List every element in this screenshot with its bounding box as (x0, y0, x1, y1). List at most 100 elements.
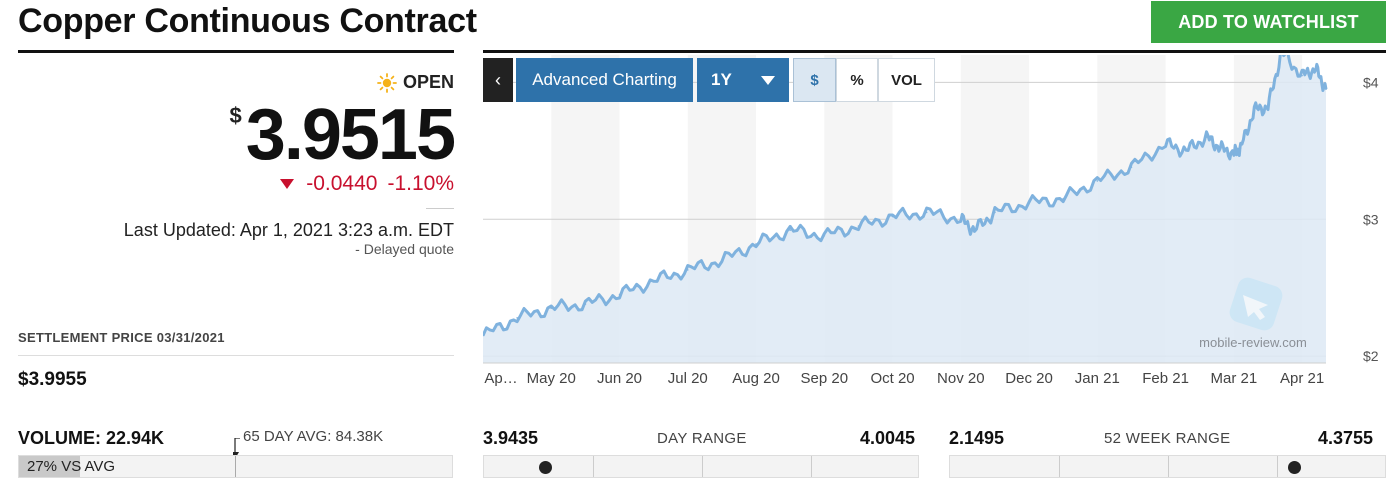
data-point (618, 293, 621, 296)
down-arrow-icon (280, 179, 295, 189)
price-block: $ 3.9515 (229, 95, 456, 175)
x-tick-label: Sep 20 (801, 370, 849, 387)
status-label: OPEN (402, 72, 454, 92)
y-tick-label: $4 (1363, 74, 1379, 90)
volume-vs-average: 27% VS AVG (27, 458, 116, 475)
week52-range-marker (1287, 461, 1301, 474)
data-point (1164, 143, 1167, 145)
data-point (1185, 150, 1187, 152)
data-point (686, 269, 689, 271)
data-point (1314, 67, 1317, 70)
range-tick (1059, 456, 1060, 477)
y-tick-label: $2 (1363, 348, 1379, 364)
data-point (1239, 147, 1242, 149)
data-point (1205, 136, 1208, 138)
data-point (1219, 147, 1221, 149)
delayed-quote-note: - Delayed quote (355, 241, 454, 257)
change-value: -0.0440 (306, 172, 378, 195)
currency-symbol: $ (229, 103, 242, 128)
x-tick-label: Mar 21 (1211, 370, 1258, 387)
data-point (925, 211, 928, 214)
volume-bar: 27% VS AVG (18, 455, 453, 478)
x-tick-label: Jul 20 (668, 370, 708, 387)
change-percent: -1.10% (387, 172, 454, 195)
time-range-dropdown[interactable]: 1Y (697, 58, 789, 102)
chart-back-button[interactable]: ‹ (483, 58, 513, 102)
volume-label: VOLUME: 22.94K (18, 428, 165, 448)
range-tick (1277, 456, 1278, 477)
time-range-value: 1Y (711, 70, 732, 89)
x-tick-label: Jan 21 (1075, 370, 1120, 387)
x-tick-label: Nov 20 (937, 370, 985, 387)
data-point (755, 243, 757, 245)
dollar-scale-toggle[interactable]: $ (793, 58, 836, 102)
price-change: -0.0440 -1.10% (280, 172, 454, 196)
data-point (1233, 152, 1235, 155)
price-area (483, 55, 1326, 363)
week52-range-high: 4.3755 (1318, 428, 1374, 448)
day-range-marker (538, 461, 552, 474)
week52-range-title: 52 WEEK RANGE (1104, 430, 1231, 447)
percent-scale-toggle[interactable]: % (836, 58, 878, 102)
data-point (891, 215, 894, 218)
price-chart[interactable]: $2 $3 $4 Ap… May 20 Jun 20 Jul 20 Aug 20 Sep 20 O… (483, 55, 1386, 395)
add-to-watchlist-button[interactable]: ADD TO WATCHLIST (1151, 1, 1386, 43)
advanced-charting-button[interactable]: Advanced Charting (516, 58, 693, 102)
data-point (721, 259, 723, 262)
y-tick-label: $3 (1363, 211, 1379, 227)
page-title: Copper Continuous Contract (18, 2, 477, 40)
settlement-label: SETTLEMENT PRICE 03/31/2021 (18, 330, 225, 345)
x-tick-label: Jun 20 (597, 370, 642, 387)
range-tick (811, 456, 812, 477)
watermark-logo-icon (1229, 277, 1283, 331)
x-tick-label: May 20 (527, 370, 576, 387)
price-line (483, 55, 1328, 337)
x-tick-label: Oct 20 (870, 370, 914, 387)
data-point (789, 229, 791, 232)
data-point (584, 303, 587, 305)
data-point (483, 334, 484, 337)
settlement-divider (18, 355, 454, 356)
volume-toggle[interactable]: VOL (878, 58, 935, 102)
x-tick-label: Apr 21 (1280, 370, 1324, 387)
data-point (1267, 106, 1269, 108)
data-point (994, 211, 996, 214)
x-tick-label: Feb 21 (1142, 370, 1189, 387)
day-range-high: 4.0045 (860, 428, 916, 448)
chevron-down-icon (761, 75, 775, 85)
volume-bar-fill (19, 456, 80, 477)
data-point (1028, 202, 1030, 204)
day-range-bar (483, 455, 919, 478)
data-point (973, 229, 976, 232)
data-point (516, 317, 518, 319)
settlement-price: $3.9955 (18, 369, 87, 390)
week52-range-low: 2.1495 (949, 428, 1005, 448)
data-point (1096, 180, 1099, 182)
data-point (960, 218, 962, 221)
x-tick-label: Dec 20 (1005, 370, 1053, 387)
range-tick (593, 456, 594, 477)
data-point (1301, 74, 1303, 77)
title-divider (18, 50, 454, 53)
range-tick (702, 456, 703, 477)
x-tick-label: Ap… (484, 370, 517, 387)
day-range-title: DAY RANGE (657, 430, 747, 447)
data-point (1325, 88, 1327, 91)
data-point (1062, 197, 1065, 200)
last-price: 3.9515 (245, 95, 456, 175)
data-point (1253, 108, 1256, 111)
data-point (1130, 166, 1133, 169)
day-range-low: 3.9435 (483, 428, 539, 448)
x-tick-label: Aug 20 (732, 370, 780, 387)
data-point (857, 225, 860, 227)
data-point (652, 280, 655, 282)
last-updated: Last Updated: Apr 1, 2021 3:23 a.m. EDT (123, 220, 454, 240)
volume-average-label: 65 DAY AVG: 84.38K (243, 428, 384, 445)
market-status: OPEN (377, 72, 454, 93)
watermark-text: mobile-review.com (1199, 335, 1307, 350)
divider (426, 208, 454, 209)
sun-icon (377, 72, 397, 93)
range-tick (1168, 456, 1169, 477)
chart-divider (483, 50, 1386, 53)
data-point (550, 307, 553, 310)
